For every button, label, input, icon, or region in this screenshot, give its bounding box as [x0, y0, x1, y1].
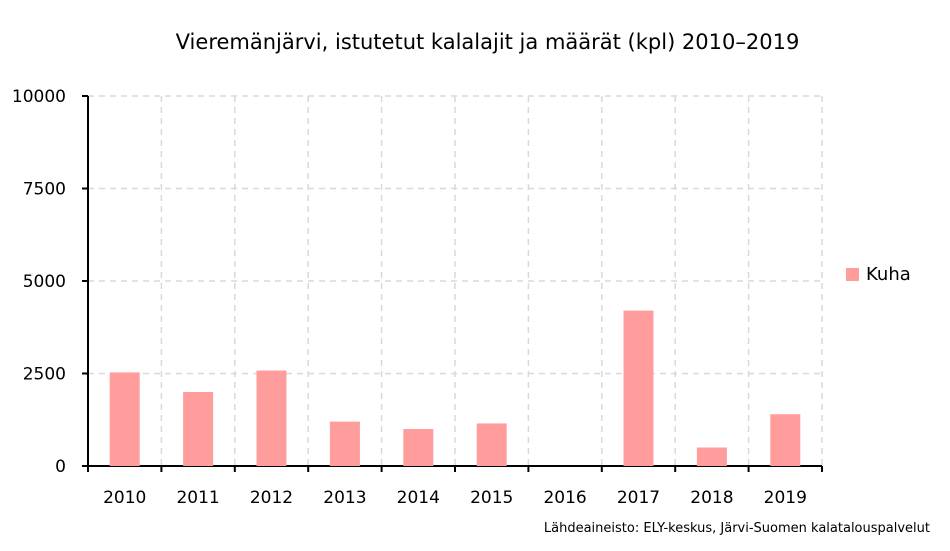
chart-title: Vieremänjärvi, istutetut kalalajit ja mä… [175, 30, 800, 54]
x-tick-label: 2013 [323, 488, 366, 508]
y-tick-label: 7500 [23, 180, 66, 200]
y-tick-labels: 10000 7500 5000 2500 0 [12, 87, 66, 477]
x-tick-label: 2012 [250, 488, 293, 508]
x-tick-label: 2010 [103, 488, 146, 508]
x-tick-label: 2014 [397, 488, 440, 508]
x-tick-label: 2019 [764, 488, 807, 508]
y-tick-label: 5000 [23, 272, 66, 292]
bar-2015 [476, 423, 507, 466]
bar-2010 [109, 372, 140, 466]
y-tick-label: 10000 [12, 87, 66, 107]
y-tick-label: 2500 [23, 365, 66, 385]
x-tick-label: 2018 [690, 488, 733, 508]
y-tick-label: 0 [55, 457, 66, 477]
bar-2019 [770, 414, 801, 466]
legend: Kuha [846, 264, 911, 285]
bar-2014 [403, 429, 434, 466]
legend-swatch-kuha [846, 268, 859, 281]
source-note: Lähdeaineisto: ELY-keskus, Järvi-Suomen … [543, 521, 930, 536]
x-tick-label: 2017 [617, 488, 660, 508]
grid-lines [88, 95, 823, 466]
bar-2011 [183, 392, 214, 466]
legend-label-kuha: Kuha [866, 264, 911, 285]
bars [109, 310, 801, 466]
x-tick-label: 2016 [543, 488, 586, 508]
bar-2017 [623, 310, 654, 466]
bar-2018 [696, 447, 727, 466]
bar-2012 [256, 370, 287, 466]
x-tick-label: 2015 [470, 488, 513, 508]
x-tick-label: 2011 [176, 488, 219, 508]
bar-2013 [329, 421, 360, 466]
x-tick-labels: 2010 2011 2012 2013 2014 2015 2016 2017 2018 2019 [103, 488, 807, 508]
